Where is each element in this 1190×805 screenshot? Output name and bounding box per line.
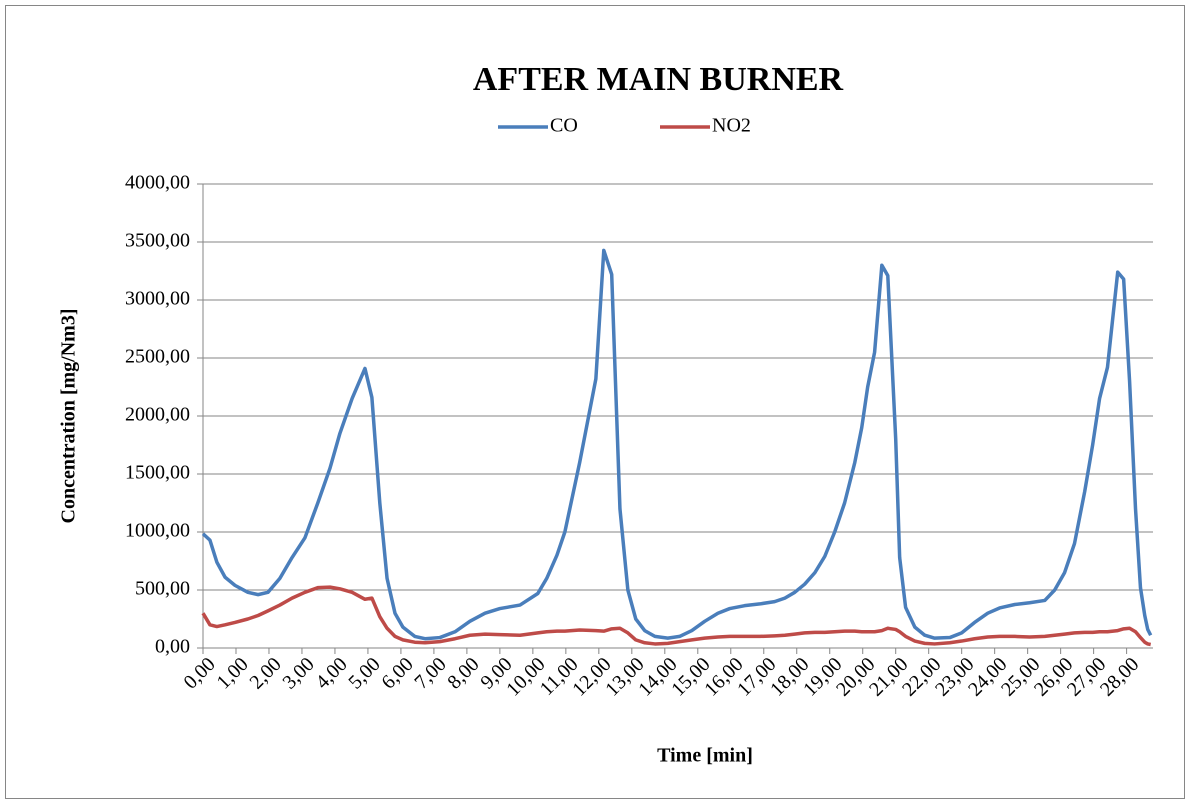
y-tick-label: 3500,00 bbox=[125, 230, 190, 252]
y-tick-label: 2000,00 bbox=[125, 404, 190, 426]
line-series bbox=[201, 585, 1152, 647]
y-tick-label: 2500,00 bbox=[125, 346, 190, 368]
y-tick-label: 3000,00 bbox=[125, 288, 190, 310]
chart-border bbox=[5, 5, 1185, 799]
y-tick-label: 500,00 bbox=[135, 578, 190, 600]
y-tick-label: 1000,00 bbox=[125, 520, 190, 542]
chart-title: AFTER MAIN BURNER bbox=[473, 61, 844, 98]
y-tick-label: 4000,00 bbox=[125, 172, 190, 194]
y-tick-label: 0,00 bbox=[155, 636, 190, 658]
x-axis-label: Time [min] bbox=[657, 745, 753, 767]
legend-label: NO2 bbox=[712, 115, 751, 137]
y-tick-label: 1500,00 bbox=[125, 462, 190, 484]
legend-label: CO bbox=[550, 115, 578, 137]
line-series bbox=[201, 248, 1153, 641]
y-axis-label: Concentration [mg/Nm3] bbox=[58, 309, 80, 524]
